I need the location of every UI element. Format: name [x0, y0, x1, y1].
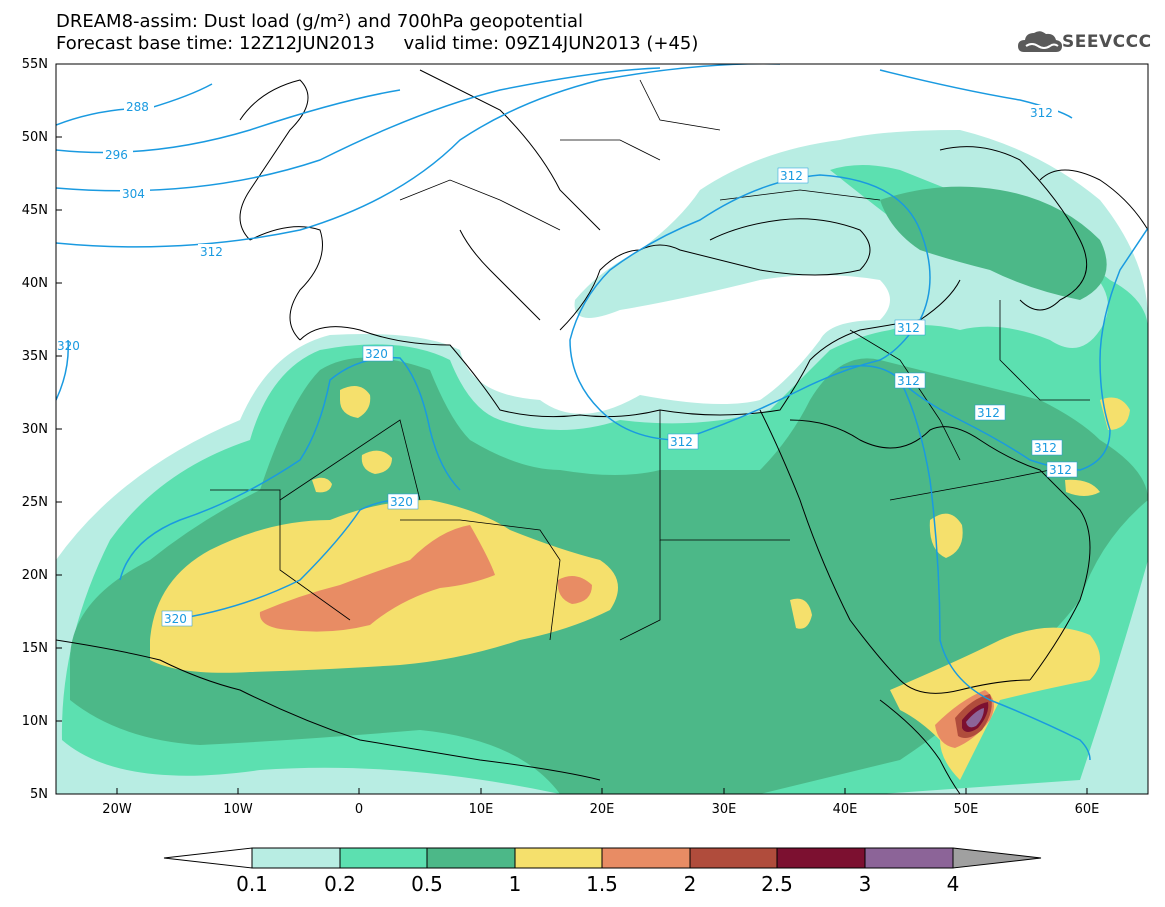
contour-label: 312: [780, 169, 803, 183]
lat-label: 55N: [21, 57, 48, 72]
lat-label: 10N: [21, 714, 48, 729]
contour-label: 320: [365, 347, 388, 361]
colorbar-segment: [689, 847, 778, 869]
colorbar-label: 3: [858, 872, 872, 896]
lon-label: 10W: [223, 802, 253, 817]
colorbar: [163, 847, 1042, 869]
contour-labels: 288 296 304 312 320 320 320 312 312 312 …: [57, 99, 1078, 627]
lon-label: 40E: [832, 802, 858, 817]
colorbar-segment: [163, 847, 253, 869]
contour-label: 320: [390, 495, 413, 509]
lon-label: 30E: [711, 802, 737, 817]
lon-label: 20E: [589, 802, 615, 817]
lat-label: 30N: [21, 422, 48, 437]
colorbar-label: 1: [508, 872, 522, 896]
contour-label: 312: [977, 406, 1000, 420]
colorbar-segment: [864, 847, 954, 869]
colorbar-label: 4: [946, 872, 960, 896]
lon-label: 20W: [102, 802, 132, 817]
colorbar-label: 0.2: [324, 872, 356, 896]
contour-label: 304: [122, 187, 145, 201]
contour-label: 312: [897, 321, 920, 335]
lon-label: 0: [354, 802, 364, 817]
colorbar-label: 2: [683, 872, 697, 896]
contour-label: 288: [126, 100, 149, 114]
logo-text: SEEVCCC: [1062, 32, 1152, 52]
lon-label: 60E: [1074, 802, 1100, 817]
lat-label: 25N: [21, 495, 48, 510]
dust-level-1.5: [259, 525, 495, 632]
cloud-icon: [1018, 31, 1062, 52]
contour-label: 312: [1034, 441, 1057, 455]
colorbar-segment: [426, 847, 516, 869]
dust-level-1-blob-d: [929, 513, 963, 558]
axis-ticks: [56, 63, 1088, 794]
lon-label: 50E: [953, 802, 979, 817]
lat-label: 40N: [21, 276, 48, 291]
contour-label: 312: [897, 374, 920, 388]
dust-level-1-blob-g: [790, 598, 812, 629]
country-borders: [210, 79, 1090, 641]
dust-level-1-blob-f: [1065, 479, 1100, 496]
dust-level-1-blob-c: [312, 477, 332, 493]
contour-label: 320: [57, 339, 80, 353]
colorbar-segment: [776, 847, 866, 869]
dust-level-1-south: [890, 627, 1100, 780]
contour-label: 312: [1030, 106, 1053, 120]
contour-label: 312: [670, 435, 693, 449]
colorbar-label: 0.5: [411, 872, 443, 896]
lat-label: 50N: [21, 130, 48, 145]
lat-label: 45N: [21, 203, 48, 218]
contour-label: 312: [200, 245, 223, 259]
colorbar-label: 2.5: [761, 872, 793, 896]
colorbar-segment: [514, 847, 603, 869]
colorbar-segment: [339, 847, 428, 869]
lat-label: 5N: [30, 787, 48, 802]
map-title-line1: DREAM8-assim: Dust load (g/m²) and 700hP…: [56, 11, 583, 32]
coastlines: [56, 69, 1148, 794]
contour-label: 312: [1049, 463, 1072, 477]
colorbar-label: 1.5: [586, 872, 618, 896]
lat-label: 20N: [21, 568, 48, 583]
colorbar-label: 0.1: [236, 872, 268, 896]
map-title-line2: Forecast base time: 12Z12JUN2013 valid t…: [56, 33, 699, 54]
colorbar-segment: [952, 847, 1042, 869]
colorbar-segment: [251, 847, 341, 869]
contour-label: 296: [105, 148, 128, 162]
colorbar-segment: [601, 847, 691, 869]
dust-level-1-blob-b: [361, 450, 392, 474]
lon-label: 10E: [468, 802, 494, 817]
lat-label: 35N: [21, 349, 48, 364]
dust-level-3: [966, 708, 984, 728]
dust-level-1.5-blob: [557, 576, 592, 604]
dust-level-0.5-north: [880, 186, 1107, 300]
contour-label: 320: [164, 612, 187, 626]
lat-label: 15N: [21, 641, 48, 656]
dust-level-1-blob-a: [340, 386, 371, 418]
